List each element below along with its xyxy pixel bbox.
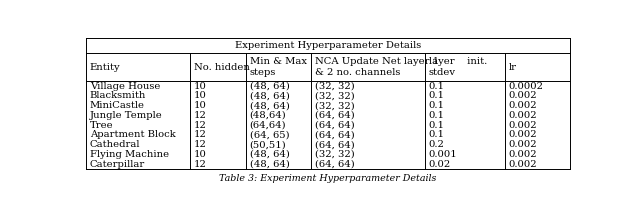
- Text: Village House: Village House: [90, 82, 160, 91]
- Text: (48, 64): (48, 64): [250, 82, 289, 91]
- Text: 10: 10: [194, 101, 207, 110]
- Text: 12: 12: [194, 121, 207, 130]
- Text: 0.002: 0.002: [509, 111, 538, 120]
- Text: 0.1: 0.1: [429, 101, 445, 110]
- Text: No. hidden: No. hidden: [194, 63, 250, 72]
- Text: (64, 64): (64, 64): [315, 160, 355, 169]
- Text: 0.1: 0.1: [429, 92, 445, 100]
- Text: Apartment Block: Apartment Block: [90, 130, 175, 139]
- Text: Jungle Temple: Jungle Temple: [90, 111, 163, 120]
- Text: layer    init.
stdev: layer init. stdev: [429, 57, 487, 77]
- Text: 0.002: 0.002: [509, 140, 538, 149]
- Text: 0.002: 0.002: [509, 130, 538, 139]
- Text: 0.02: 0.02: [429, 160, 451, 169]
- Text: 0.1: 0.1: [429, 130, 445, 139]
- Text: 0.1: 0.1: [429, 121, 445, 130]
- Text: 0.2: 0.2: [429, 140, 445, 149]
- Text: 0.001: 0.001: [429, 150, 458, 159]
- Text: MiniCastle: MiniCastle: [90, 101, 145, 110]
- Text: 10: 10: [194, 92, 207, 100]
- Text: 12: 12: [194, 160, 207, 169]
- Text: 0.002: 0.002: [509, 121, 538, 130]
- Text: (48, 64): (48, 64): [250, 150, 289, 159]
- Text: (32, 32): (32, 32): [315, 150, 355, 159]
- Text: lr: lr: [509, 63, 516, 72]
- Text: (32, 32): (32, 32): [315, 101, 355, 110]
- Text: 12: 12: [194, 111, 207, 120]
- Text: 0.0002: 0.0002: [509, 82, 543, 91]
- Text: (64, 65): (64, 65): [250, 130, 289, 139]
- Text: 10: 10: [194, 150, 207, 159]
- Text: Caterpillar: Caterpillar: [90, 160, 145, 169]
- Text: Flying Machine: Flying Machine: [90, 150, 169, 159]
- Text: (64, 64): (64, 64): [315, 111, 355, 120]
- Text: (48, 64): (48, 64): [250, 92, 289, 100]
- Text: 0.1: 0.1: [429, 111, 445, 120]
- Text: 12: 12: [194, 140, 207, 149]
- Text: 10: 10: [194, 82, 207, 91]
- Text: Tree: Tree: [90, 121, 113, 130]
- Text: (50,51): (50,51): [250, 140, 287, 149]
- Text: (32, 32): (32, 32): [315, 92, 355, 100]
- Text: (48,64): (48,64): [250, 111, 287, 120]
- Text: 12: 12: [194, 130, 207, 139]
- Text: (64, 64): (64, 64): [315, 121, 355, 130]
- Text: 0.002: 0.002: [509, 92, 538, 100]
- Text: NCA Update Net layer 1
& 2 no. channels: NCA Update Net layer 1 & 2 no. channels: [315, 57, 439, 77]
- Text: Cathedral: Cathedral: [90, 140, 140, 149]
- Text: (64, 64): (64, 64): [315, 140, 355, 149]
- Text: 0.1: 0.1: [429, 82, 445, 91]
- Text: (64,64): (64,64): [250, 121, 286, 130]
- Text: Experiment Hyperparameter Details: Experiment Hyperparameter Details: [235, 41, 421, 50]
- Text: (48, 64): (48, 64): [250, 101, 289, 110]
- Text: 0.002: 0.002: [509, 160, 538, 169]
- Text: (32, 32): (32, 32): [315, 82, 355, 91]
- Text: Min & Max
steps: Min & Max steps: [250, 57, 307, 77]
- Text: (64, 64): (64, 64): [315, 130, 355, 139]
- Text: 0.002: 0.002: [509, 150, 538, 159]
- Text: Table 3: Experiment Hyperparameter Details: Table 3: Experiment Hyperparameter Detai…: [220, 174, 436, 183]
- Text: Blacksmith: Blacksmith: [90, 92, 147, 100]
- Text: 0.002: 0.002: [509, 101, 538, 110]
- Text: (48, 64): (48, 64): [250, 160, 289, 169]
- Text: Entity: Entity: [90, 63, 120, 72]
